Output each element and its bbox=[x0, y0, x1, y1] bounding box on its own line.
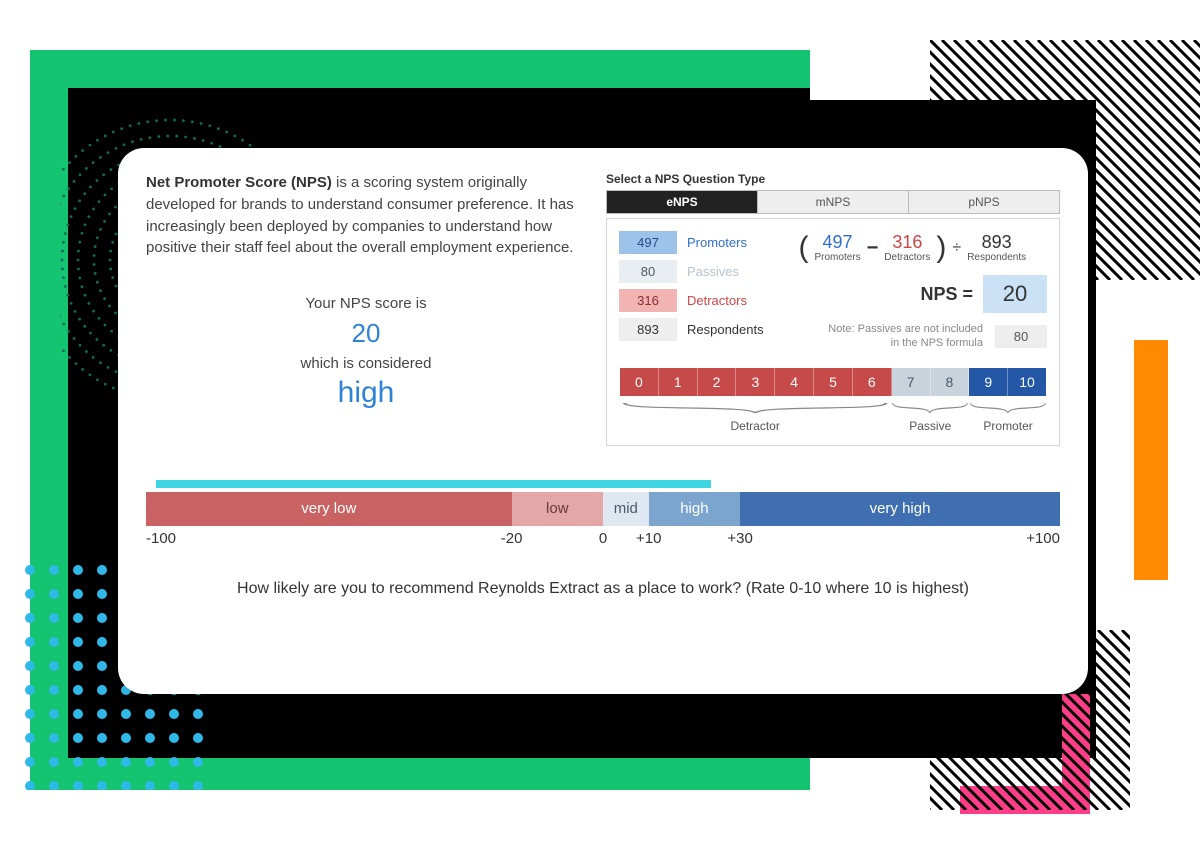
range-ticks: -100 -20 0 +10 +30 +100 bbox=[146, 530, 1060, 552]
count-badge-passives: 80 bbox=[619, 260, 677, 283]
paren-open: ( bbox=[798, 231, 808, 265]
count-badge-promoters: 497 bbox=[619, 231, 677, 254]
scale-cell-9: 9 bbox=[969, 368, 1008, 396]
scale-cell-1: 1 bbox=[659, 368, 698, 396]
summary-line2: which is considered bbox=[146, 355, 586, 372]
decor-white-stripe bbox=[810, 50, 1140, 100]
tick-+10: +10 bbox=[636, 530, 661, 547]
count-row-passives: 80 Passives bbox=[619, 260, 764, 283]
scale-cell-7: 7 bbox=[892, 368, 931, 396]
count-label-promoters: Promoters bbox=[687, 235, 747, 250]
tab-pnps[interactable]: pNPS bbox=[909, 191, 1059, 213]
summary-score: 20 bbox=[146, 318, 586, 349]
intro-bold: Net Promoter Score (NPS) bbox=[146, 174, 332, 191]
scale-cell-3: 3 bbox=[736, 368, 775, 396]
scale-cell-6: 6 bbox=[853, 368, 892, 396]
range-bar: very lowlowmidhighvery high bbox=[146, 492, 1060, 526]
scale-cell-0: 0 bbox=[620, 368, 659, 396]
formula-prom-value: 497 bbox=[823, 233, 853, 253]
divide-sign: ÷ bbox=[952, 239, 961, 257]
count-row-detractors: 316 Detractors bbox=[619, 289, 764, 312]
scale-cell-5: 5 bbox=[814, 368, 853, 396]
range-seg-high: high bbox=[649, 492, 740, 526]
count-row-promoters: 497 Promoters bbox=[619, 231, 764, 254]
range-seg-mid: mid bbox=[603, 492, 649, 526]
count-label-detractors: Detractors bbox=[687, 293, 747, 308]
range-seg-low: low bbox=[512, 492, 603, 526]
tick--20: -20 bbox=[501, 530, 523, 547]
formula-resp-label: Respondents bbox=[967, 252, 1026, 263]
tabs-label: Select a NPS Question Type bbox=[606, 172, 1060, 186]
formula-detr-value: 316 bbox=[892, 233, 922, 253]
bracket-passive: Passive bbox=[891, 401, 969, 433]
tick--100: -100 bbox=[146, 530, 176, 547]
range-seg-very-high: very high bbox=[740, 492, 1060, 526]
tick-0: 0 bbox=[599, 530, 607, 547]
passives-box: 80 bbox=[995, 325, 1047, 348]
count-label-respondents: Respondents bbox=[687, 322, 764, 337]
calc-box: 497Promoters80Passives316Detractors893Re… bbox=[606, 218, 1060, 446]
summary-line1: Your NPS score is bbox=[146, 295, 586, 312]
survey-question: How likely are you to recommend Reynolds… bbox=[146, 580, 1060, 598]
intro-text: Net Promoter Score (NPS) is a scoring sy… bbox=[146, 172, 586, 259]
decor-orange-block bbox=[1134, 340, 1168, 580]
scale-cell-8: 8 bbox=[931, 368, 970, 396]
score-summary: Your NPS score is 20 which is considered… bbox=[146, 295, 586, 410]
formula-detr-label: Detractors bbox=[884, 252, 930, 263]
passives-note: Note: Passives are not included in the N… bbox=[823, 323, 983, 351]
bracket-detractor: Detractor bbox=[619, 401, 891, 433]
scale-cell-4: 4 bbox=[775, 368, 814, 396]
formula-prom-label: Promoters bbox=[814, 252, 860, 263]
tab-mnps[interactable]: mNPS bbox=[758, 191, 909, 213]
range-section: very lowlowmidhighvery high -100 -20 0 +10 +… bbox=[146, 480, 1060, 598]
scale-brackets: DetractorPassivePromoter bbox=[619, 401, 1047, 433]
bracket-promoter: Promoter bbox=[969, 401, 1047, 433]
tick-+100: +100 bbox=[1026, 530, 1060, 547]
counts-list: 497 Promoters 80 Passives 316 Detractors 893 Re… bbox=[619, 231, 764, 351]
count-badge-respondents: 893 bbox=[619, 318, 677, 341]
count-badge-detractors: 316 bbox=[619, 289, 677, 312]
formula-resp-value: 893 bbox=[982, 233, 1012, 253]
scale-cell-2: 2 bbox=[698, 368, 737, 396]
formula: ( 497 Promoters − 316 Detractors ) bbox=[778, 231, 1047, 351]
summary-rating: high bbox=[146, 376, 586, 410]
tabs: eNPSmNPSpNPS bbox=[606, 190, 1060, 214]
indicator-bar bbox=[156, 480, 711, 488]
tick-+30: +30 bbox=[727, 530, 752, 547]
nps-result-box: 20 bbox=[983, 275, 1047, 313]
count-row-respondents: 893 Respondents bbox=[619, 318, 764, 341]
nps-label: NPS = bbox=[920, 284, 973, 305]
nps-card: Net Promoter Score (NPS) is a scoring sy… bbox=[118, 148, 1088, 694]
tab-enps[interactable]: eNPS bbox=[607, 191, 758, 213]
decor-pink-corner bbox=[960, 694, 1090, 814]
count-label-passives: Passives bbox=[687, 264, 739, 279]
scale-row: 012345678910 bbox=[619, 367, 1047, 397]
scale-cell-10: 10 bbox=[1008, 368, 1046, 396]
paren-close: ) bbox=[936, 231, 946, 265]
range-seg-very-low: very low bbox=[146, 492, 512, 526]
minus-sign: − bbox=[867, 237, 879, 260]
